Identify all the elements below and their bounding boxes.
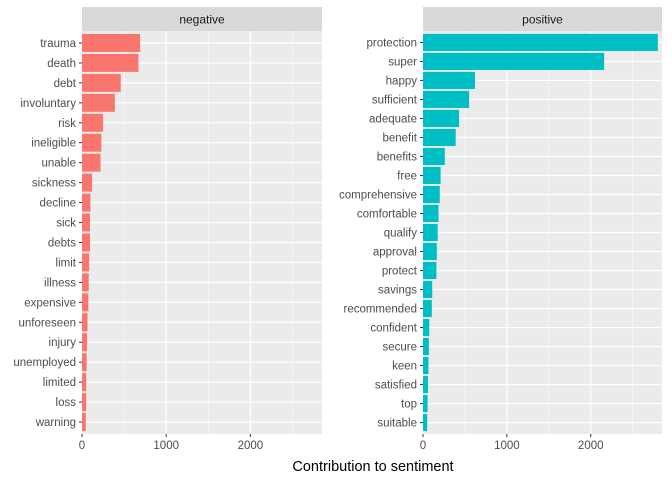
category-label-comprehensive: comprehensive bbox=[339, 189, 417, 201]
bar-benefit bbox=[423, 128, 456, 147]
bar-death bbox=[82, 53, 139, 72]
x-tick-label: 1000 bbox=[494, 440, 520, 452]
facet-strip-label: negative bbox=[179, 13, 225, 27]
bar-qualify bbox=[423, 223, 438, 242]
bar-limit bbox=[82, 253, 90, 272]
bar-warning bbox=[82, 413, 86, 432]
bar-involuntary bbox=[82, 93, 115, 112]
category-label-happy: happy bbox=[386, 75, 418, 87]
category-label-involuntary: involuntary bbox=[20, 98, 76, 110]
bar-illness bbox=[82, 273, 89, 292]
category-label-trauma: trauma bbox=[40, 38, 76, 50]
category-label-suitable: suitable bbox=[377, 418, 417, 430]
category-label-comfortable: comfortable bbox=[357, 208, 417, 220]
bar-injury bbox=[82, 333, 88, 352]
x-tick-label: 2000 bbox=[578, 440, 604, 452]
bar-sick bbox=[82, 213, 90, 232]
bar-trauma bbox=[82, 33, 141, 52]
category-label-benefits: benefits bbox=[377, 151, 418, 163]
bar-approval bbox=[423, 242, 437, 261]
category-label-benefit: benefit bbox=[382, 132, 417, 144]
category-label-sickness: sickness bbox=[32, 178, 76, 190]
category-label-qualify: qualify bbox=[384, 228, 417, 240]
bar-unable bbox=[82, 153, 101, 172]
category-label-adequate: adequate bbox=[369, 113, 417, 125]
category-label-sick: sick bbox=[56, 218, 76, 230]
bar-comprehensive bbox=[423, 185, 440, 204]
facet-strip bbox=[423, 7, 662, 31]
bar-comfortable bbox=[423, 204, 439, 223]
category-label-secure: secure bbox=[382, 342, 417, 354]
category-label-decline: decline bbox=[40, 198, 76, 210]
bar-ineligible bbox=[82, 133, 102, 152]
category-label-satisfied: satisfied bbox=[375, 380, 417, 392]
facet-panel-negative: negative trauma death debt involuntary risk in… bbox=[13, 7, 322, 452]
bar-sufficient bbox=[423, 90, 470, 108]
category-label-expensive: expensive bbox=[24, 297, 76, 309]
category-label-ineligible: ineligible bbox=[31, 138, 76, 150]
category-label-risk: risk bbox=[58, 118, 76, 130]
category-label-keen: keen bbox=[392, 361, 417, 373]
x-tick-label: 1000 bbox=[153, 440, 179, 452]
bar-super bbox=[423, 52, 605, 70]
bar-secure bbox=[423, 338, 429, 356]
category-label-top: top bbox=[401, 399, 417, 411]
category-label-loss: loss bbox=[56, 397, 77, 409]
category-label-debts: debts bbox=[48, 237, 76, 249]
category-label-unforeseen: unforeseen bbox=[18, 317, 76, 329]
category-label-recommended: recommended bbox=[343, 304, 417, 316]
bar-adequate bbox=[423, 109, 460, 127]
category-label-free: free bbox=[397, 170, 417, 182]
bar-suitable bbox=[423, 414, 428, 432]
bar-top bbox=[423, 395, 428, 413]
category-label-illness: illness bbox=[44, 277, 76, 289]
bar-recommended bbox=[423, 299, 432, 318]
bar-decline bbox=[82, 193, 91, 212]
category-label-approval: approval bbox=[373, 247, 417, 259]
category-label-warning: warning bbox=[35, 417, 76, 429]
bar-happy bbox=[423, 71, 475, 89]
bar-unemployed bbox=[82, 353, 87, 372]
bar-debt bbox=[82, 73, 121, 92]
x-tick-label: 2000 bbox=[238, 440, 264, 452]
bar-satisfied bbox=[423, 376, 429, 394]
x-tick-label: 0 bbox=[79, 440, 85, 452]
bar-risk bbox=[82, 113, 104, 132]
category-label-unemployed: unemployed bbox=[13, 357, 76, 369]
facet-strip bbox=[82, 7, 322, 31]
facet-strip-label: positive bbox=[522, 13, 563, 27]
category-label-confident: confident bbox=[370, 323, 417, 335]
category-label-limit: limit bbox=[56, 257, 77, 269]
bar-confident bbox=[423, 318, 430, 337]
category-label-super: super bbox=[388, 56, 417, 68]
facet-panel-positive: positive protection super happy sufficient ad… bbox=[339, 7, 662, 452]
category-label-sufficient: sufficient bbox=[372, 94, 418, 106]
bar-expensive bbox=[82, 293, 89, 312]
category-label-debt: debt bbox=[54, 78, 77, 90]
bar-unforeseen bbox=[82, 313, 88, 332]
bar-loss bbox=[82, 393, 87, 412]
category-label-injury: injury bbox=[49, 337, 77, 349]
bar-keen bbox=[423, 357, 429, 375]
bar-debts bbox=[82, 233, 90, 252]
category-label-limited: limited bbox=[43, 377, 76, 389]
panel-background bbox=[82, 31, 322, 434]
category-label-protection: protection bbox=[366, 37, 417, 49]
bar-savings bbox=[423, 280, 433, 299]
category-label-protect: protect bbox=[382, 266, 418, 278]
category-label-unable: unable bbox=[41, 158, 76, 170]
category-label-savings: savings bbox=[378, 285, 417, 297]
bar-protection bbox=[423, 33, 658, 51]
bar-protect bbox=[423, 261, 437, 280]
bar-free bbox=[423, 166, 441, 185]
x-tick-label: 0 bbox=[420, 440, 426, 452]
category-label-death: death bbox=[47, 58, 76, 70]
bar-sickness bbox=[82, 173, 93, 192]
bar-limited bbox=[82, 373, 87, 392]
x-axis-title: Contribution to sentiment bbox=[292, 459, 453, 475]
bar-benefits bbox=[423, 147, 445, 166]
